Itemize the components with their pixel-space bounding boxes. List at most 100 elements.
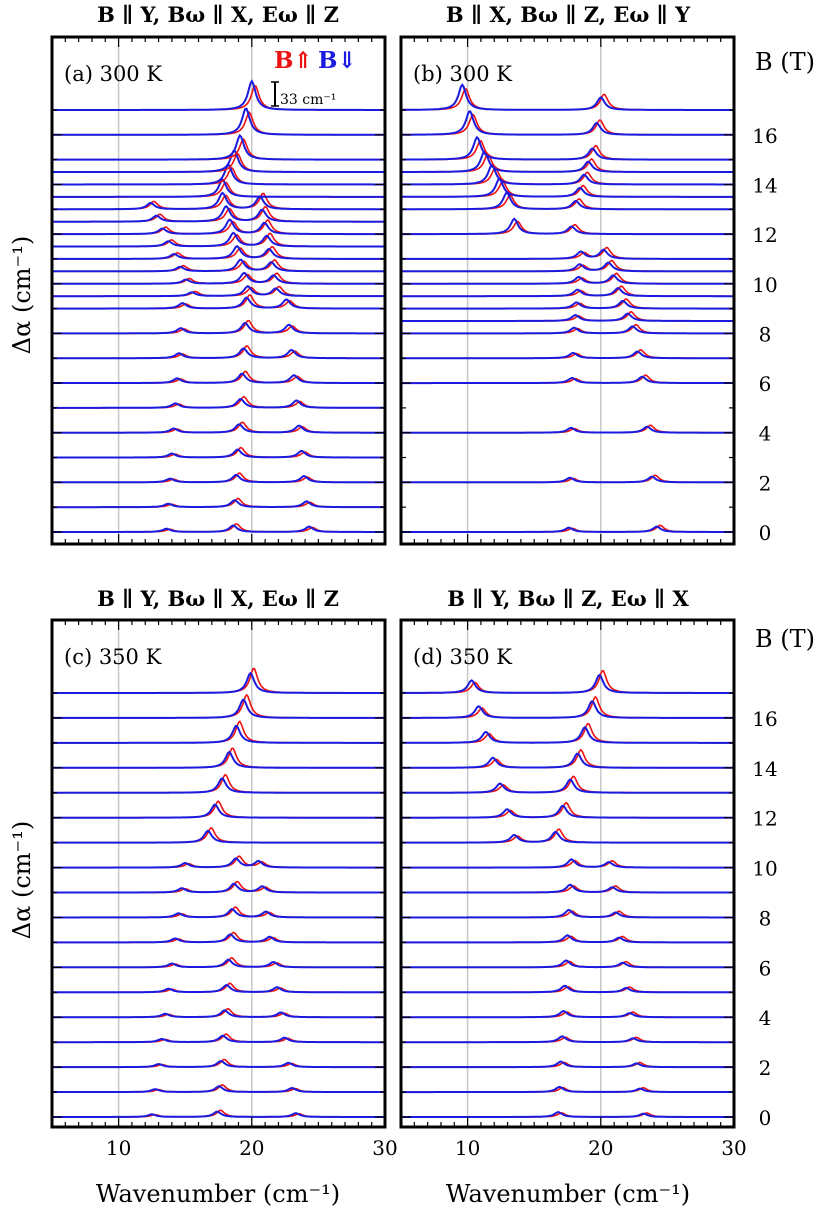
panel-c: 10 20 30 (c) 350 K bbox=[50, 618, 398, 1160]
scale-bar: 33 cm⁻¹ bbox=[271, 81, 336, 108]
trace-d-down-15 bbox=[401, 725, 734, 744]
trace-d-down-3 bbox=[401, 1035, 734, 1044]
trace-d-down-2 bbox=[401, 1060, 734, 1069]
x-axis-label-right: Wavenumber (cm⁻¹) bbox=[446, 1180, 690, 1208]
trace-b-up-16 bbox=[401, 153, 734, 173]
trace-c-down-3 bbox=[52, 1034, 385, 1044]
trace-b-down-13 bbox=[401, 191, 734, 211]
panel-c-label: (c) 350 K bbox=[64, 645, 162, 669]
field-tick-label-d-3: 6 bbox=[759, 956, 772, 980]
trace-c-down-0 bbox=[52, 1110, 385, 1118]
trace-a-up-13 bbox=[52, 245, 385, 260]
trace-a-down-4 bbox=[52, 423, 385, 434]
trace-a-down-16 bbox=[52, 205, 385, 223]
trace-a-down-8 bbox=[52, 321, 385, 335]
panel-b-frame bbox=[399, 35, 736, 546]
trace-c-down-7 bbox=[52, 933, 385, 944]
trace-a-down-3 bbox=[52, 448, 385, 459]
trace-b-down-10 bbox=[401, 261, 734, 273]
trace-b-down-0 bbox=[401, 525, 734, 533]
trace-a-down-23 bbox=[52, 79, 385, 111]
panel-a-frame bbox=[50, 35, 387, 546]
traces-b bbox=[401, 83, 734, 533]
panel-d-title: B ∥ Y, Bω ∥ Z, Eω ∥ X bbox=[447, 586, 689, 611]
trace-d-down-12 bbox=[401, 804, 734, 819]
trace-c-down-2 bbox=[52, 1059, 385, 1069]
trace-b-down-9 bbox=[401, 274, 734, 285]
panel-b-label: (b) 300 K bbox=[413, 62, 512, 86]
trace-c-down-1 bbox=[52, 1085, 385, 1093]
x-tick-label-c-2: 30 bbox=[372, 1136, 397, 1160]
panel-c-title: B ∥ Y, Bω ∥ X, Eω ∥ Z bbox=[97, 586, 339, 611]
trace-c-down-8 bbox=[52, 908, 385, 919]
x-tick-label-d-0: 10 bbox=[455, 1136, 480, 1160]
trace-a-down-19 bbox=[52, 163, 385, 186]
trace-d-down-5 bbox=[401, 984, 734, 994]
traces-c bbox=[52, 667, 385, 1118]
trace-c-up-4 bbox=[52, 1007, 385, 1018]
x-tick-label-d-2: 30 bbox=[721, 1136, 746, 1160]
trace-c-up-15 bbox=[52, 720, 385, 744]
trace-a-up-9 bbox=[52, 294, 385, 310]
trace-b-up-18 bbox=[401, 113, 734, 136]
trace-d-up-17 bbox=[401, 670, 734, 694]
trace-a-up-20 bbox=[52, 152, 385, 173]
trace-b-up-3 bbox=[401, 374, 734, 384]
field-tick-label-d-2: 4 bbox=[759, 1006, 772, 1030]
trace-c-down-17 bbox=[52, 671, 385, 694]
trace-a-down-9 bbox=[52, 296, 385, 310]
x-tick-label-c-1: 20 bbox=[239, 1136, 264, 1160]
trace-a-down-0 bbox=[52, 524, 385, 533]
trace-d-down-9 bbox=[401, 883, 734, 894]
trace-a-up-8 bbox=[52, 319, 385, 335]
trace-d-down-0 bbox=[401, 1111, 734, 1118]
trace-c-down-16 bbox=[52, 698, 385, 719]
field-axis-label-bottom: B (T) bbox=[755, 625, 815, 653]
x-tick-label-d-1: 20 bbox=[588, 1136, 613, 1160]
panel-c-frame bbox=[50, 618, 387, 1129]
trace-d-down-4 bbox=[401, 1010, 734, 1019]
trace-a-down-20 bbox=[52, 148, 385, 173]
trace-a-down-7 bbox=[52, 347, 385, 360]
trace-a-up-12 bbox=[52, 258, 385, 273]
field-tick-label-b-1: 2 bbox=[759, 471, 772, 495]
trace-b-down-2 bbox=[401, 425, 734, 434]
field-tick-label-d-6: 12 bbox=[752, 807, 777, 831]
field-tick-label-b-0: 0 bbox=[759, 521, 772, 545]
trace-b-down-16 bbox=[401, 149, 734, 173]
trace-a-down-11 bbox=[52, 271, 385, 285]
legend-up-label: B⇑ bbox=[274, 47, 313, 74]
trace-b-down-11 bbox=[401, 248, 734, 260]
field-tick-label-d-0: 0 bbox=[759, 1106, 772, 1130]
trace-d-down-10 bbox=[401, 858, 734, 869]
trace-b-down-8 bbox=[401, 287, 734, 298]
trace-b-up-15 bbox=[401, 166, 734, 186]
trace-a-down-22 bbox=[52, 107, 385, 136]
field-axis-label-top: B (T) bbox=[755, 48, 815, 76]
panel-a-label: (a) 300 K bbox=[64, 62, 162, 86]
trace-b-down-3 bbox=[401, 375, 734, 385]
trace-d-up-15 bbox=[401, 723, 734, 744]
field-tick-label-b-5: 10 bbox=[752, 273, 777, 297]
trace-c-down-6 bbox=[52, 958, 385, 969]
trace-d-down-11 bbox=[401, 830, 734, 844]
panel-a-title: B ∥ Y, Bω ∥ X, Eω ∥ Z bbox=[97, 2, 339, 27]
field-tick-label-b-8: 16 bbox=[752, 124, 777, 148]
trace-a-down-2 bbox=[52, 473, 385, 484]
panel-d: 10 20 30 0 2 4 6 8 10 12 14 16 (d) 350 K bbox=[399, 618, 778, 1160]
field-tick-label-d-4: 8 bbox=[759, 906, 772, 930]
x-axis-label-left: Wavenumber (cm⁻¹) bbox=[96, 1180, 340, 1208]
trace-b-down-15 bbox=[401, 163, 734, 186]
trace-d-down-1 bbox=[401, 1085, 734, 1094]
trace-b-down-17 bbox=[401, 135, 734, 161]
trace-d-down-6 bbox=[401, 959, 734, 969]
trace-a-up-22 bbox=[52, 111, 385, 136]
trace-c-up-16 bbox=[52, 693, 385, 719]
trace-b-down-12 bbox=[401, 217, 734, 236]
trace-c-down-11 bbox=[52, 829, 385, 844]
field-tick-label-b-2: 4 bbox=[759, 422, 772, 446]
panel-a: (a) 300 K bbox=[50, 35, 387, 546]
field-tick-label-b-6: 12 bbox=[752, 223, 777, 247]
traces-a bbox=[52, 79, 385, 533]
